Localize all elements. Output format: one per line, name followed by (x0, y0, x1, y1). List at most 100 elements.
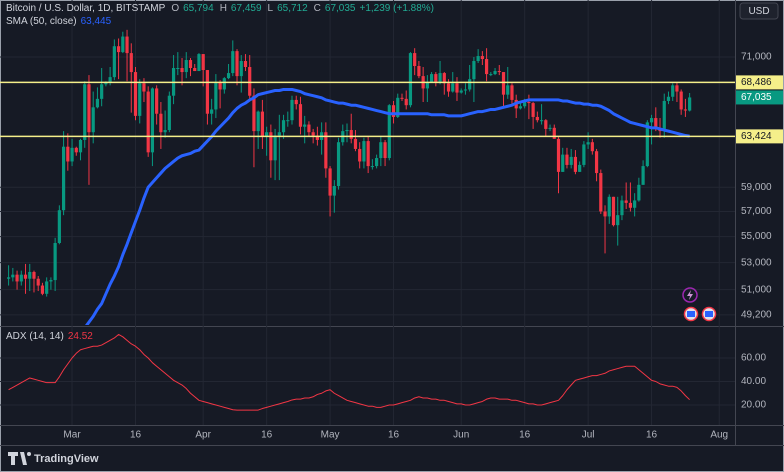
candle-body (548, 127, 552, 129)
candle-body (19, 274, 23, 282)
candle-body (87, 84, 91, 133)
candle-body (248, 67, 252, 96)
candle-body (578, 164, 582, 172)
last-price-label: 67,035 (741, 92, 772, 103)
candle-body (49, 280, 53, 282)
legend-indicator: ADX (14, 14) 24.52 (6, 331, 93, 342)
candle-body (315, 135, 319, 140)
logo-mark (8, 452, 27, 465)
candle-body (408, 53, 413, 106)
candle-body (641, 166, 645, 185)
candle-body (222, 78, 226, 90)
candle-body (70, 147, 74, 162)
candle-body (637, 184, 641, 201)
candle-body (294, 99, 298, 105)
level-badge (736, 129, 783, 144)
candle-body (459, 90, 463, 93)
candle-body (197, 54, 201, 72)
candle-body (324, 132, 328, 169)
candle-body (239, 61, 243, 77)
candle-body (159, 113, 163, 133)
candle-body (273, 135, 277, 161)
candle-body (155, 88, 159, 114)
candle-body (463, 89, 468, 91)
ohlc-key: H (219, 3, 227, 14)
candle-body (243, 61, 248, 68)
candle-body (616, 215, 620, 226)
candle-body (184, 60, 188, 73)
event-icon[interactable] (682, 287, 698, 303)
y-tick-label: 49,200 (741, 310, 772, 321)
candle-body (45, 281, 49, 294)
candle-body (510, 85, 514, 100)
x-tick-label: Aug (710, 430, 728, 441)
candle-body (506, 85, 510, 95)
candle-body (256, 111, 260, 132)
branding: TradingView (34, 453, 99, 465)
candle-body (493, 71, 497, 75)
candle-body (28, 271, 32, 279)
ohlc-value: 67,035 (324, 3, 356, 14)
candle-body (489, 74, 493, 76)
candle-body (265, 132, 269, 137)
candle-body (121, 36, 125, 53)
indicator-tick-label: 20.00 (741, 400, 766, 411)
candle-body (210, 109, 214, 114)
candle-body (188, 60, 193, 69)
ohlc-key: C (313, 3, 321, 14)
candle-body (430, 74, 434, 83)
level-label: 68,486 (741, 77, 772, 88)
candle-body (679, 91, 683, 110)
candle-body (654, 118, 658, 129)
candle-body (451, 83, 455, 92)
currency-button[interactable] (739, 2, 779, 20)
candle-body (535, 116, 539, 121)
candle-body (286, 120, 290, 122)
candle-body (125, 36, 129, 54)
y-tick-label: 59,000 (741, 182, 772, 193)
currency[interactable]: USD (748, 6, 769, 17)
candle-body (36, 278, 40, 286)
level-label: 63,424 (741, 131, 772, 142)
candle-body (497, 71, 501, 73)
candle-body (218, 82, 222, 90)
candle-body (531, 103, 535, 117)
candle-body (61, 146, 66, 211)
y-tick-label: 53,000 (741, 257, 772, 268)
y-tick-label: 51,000 (741, 284, 772, 295)
candle-body (260, 111, 264, 137)
event-icon-bolt (687, 290, 693, 300)
candle-body (391, 105, 396, 117)
candle-body (413, 53, 417, 67)
x-tick-label: Apr (195, 430, 211, 441)
logo-dot (27, 452, 31, 456)
candle-body (434, 74, 438, 83)
indicator-tick-label: 60.00 (741, 353, 766, 364)
candle-body (7, 277, 11, 279)
indicator-name: ADX (14, 14) (6, 331, 64, 342)
candle-body (32, 271, 36, 279)
candle-body (662, 100, 666, 132)
flag-mark (687, 311, 695, 317)
candle-body (95, 98, 100, 108)
candle-body (142, 83, 146, 92)
candle-body (336, 142, 341, 187)
candle-body (108, 77, 112, 83)
candle-body (442, 73, 446, 84)
candle-body (671, 85, 675, 97)
symbol: Bitcoin / U.S. Dollar, 1D, BITSTAMP (6, 3, 166, 14)
legend-main: Bitcoin / U.S. Dollar, 1D, BITSTAMP O 65,… (6, 3, 434, 14)
candle-body (404, 98, 408, 106)
candle-body (205, 70, 210, 114)
candle-body (624, 200, 628, 203)
candle-body (78, 139, 83, 153)
x-tick-label: Jun (453, 430, 469, 441)
candle-body (332, 186, 336, 196)
x-tick-label: Jul (582, 430, 595, 441)
candle-body (104, 82, 108, 85)
candle-body (23, 274, 28, 279)
candle-body (666, 96, 671, 101)
candle-body (383, 142, 387, 159)
candle-body (176, 68, 180, 70)
candle-body (611, 196, 616, 226)
